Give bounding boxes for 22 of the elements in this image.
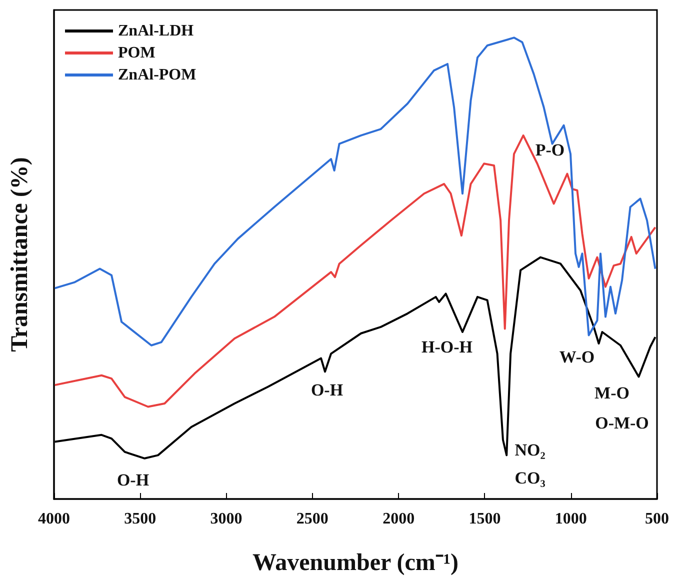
- x-tick-label: 1000: [554, 510, 587, 528]
- annotation: P-O: [535, 140, 565, 160]
- x-tick-label: 4000: [38, 510, 70, 528]
- legend-label: ZnAl-POM: [118, 66, 196, 84]
- x-tick-label: 2500: [296, 510, 328, 528]
- x-tick-label: 3000: [210, 510, 242, 528]
- annotation: W-O: [559, 348, 595, 366]
- annotation: NO₂: [514, 440, 546, 460]
- annotation: O-M-O: [595, 414, 649, 432]
- x-tick-label: 1500: [468, 510, 501, 528]
- y-axis-title: Transmittance (%): [7, 157, 33, 352]
- x-tick-label: 2000: [382, 510, 415, 528]
- annotation: H-O-H: [422, 338, 472, 356]
- legend-label: ZnAl-LDH: [118, 22, 194, 40]
- annotation: M-O: [594, 384, 630, 402]
- annotation: O-H: [310, 380, 344, 400]
- x-tick-label: 500: [645, 510, 669, 528]
- annotation: O-H: [116, 470, 150, 490]
- x-tick-label: 3500: [124, 510, 156, 528]
- annotation: CO₃: [514, 468, 546, 488]
- legend-label: POM: [118, 44, 156, 62]
- x-axis-title: Wavenumber (cm⁻¹): [252, 550, 459, 576]
